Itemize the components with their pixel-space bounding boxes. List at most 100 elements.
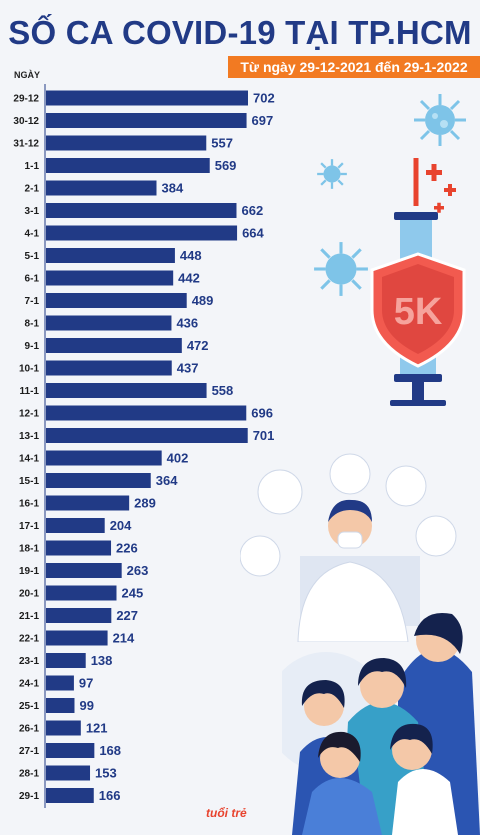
category-label: 29-12 <box>13 94 39 105</box>
category-label: 23-1 <box>19 656 39 667</box>
category-label: 18-1 <box>19 544 39 555</box>
category-label: 25-1 <box>19 701 39 712</box>
bar <box>46 203 237 218</box>
data-label: 364 <box>156 473 178 488</box>
data-label: 214 <box>113 631 135 646</box>
category-label: 2-1 <box>25 184 40 195</box>
data-label: 702 <box>253 91 275 106</box>
people-illustration <box>282 612 480 835</box>
category-label: 17-1 <box>19 521 39 532</box>
category-label: 5-1 <box>25 251 40 262</box>
bar <box>46 518 105 533</box>
category-label: 26-1 <box>19 724 39 735</box>
category-label: 10-1 <box>19 364 39 375</box>
data-label: 558 <box>212 383 234 398</box>
category-label: 24-1 <box>19 679 39 690</box>
data-label: 97 <box>79 676 93 691</box>
data-label: 168 <box>99 743 121 758</box>
bar <box>46 135 207 151</box>
category-label: 6-1 <box>25 274 40 285</box>
data-label: 384 <box>161 181 183 196</box>
bar <box>46 338 182 353</box>
category-label: 20-1 <box>19 589 39 600</box>
category-label: 19-1 <box>19 566 39 577</box>
bar <box>46 675 74 691</box>
data-label: 263 <box>127 563 149 578</box>
doctor-illustration <box>240 453 457 642</box>
bar <box>46 653 86 668</box>
category-label: 12-1 <box>19 409 39 420</box>
data-label: 696 <box>251 406 273 421</box>
data-label: 701 <box>253 428 275 443</box>
bar <box>46 113 247 128</box>
bar <box>46 248 175 263</box>
bar <box>46 158 210 173</box>
bar <box>46 585 117 601</box>
data-label: 204 <box>110 518 132 533</box>
category-label: 13-1 <box>19 431 39 442</box>
bar <box>46 225 238 241</box>
bar <box>46 473 151 488</box>
bar <box>46 698 75 713</box>
bar <box>46 315 172 331</box>
category-label: 21-1 <box>19 611 39 622</box>
category-label: 30-12 <box>13 116 39 127</box>
category-label: 3-1 <box>25 206 40 217</box>
category-label: 16-1 <box>19 499 39 510</box>
data-label: 402 <box>167 451 189 466</box>
data-label: 289 <box>134 496 156 511</box>
data-label: 442 <box>178 271 200 286</box>
bar <box>46 383 207 398</box>
category-label: 4-1 <box>25 229 40 240</box>
category-label: 28-1 <box>19 769 39 780</box>
bar <box>46 180 157 196</box>
page-title: SỐ CA COVID-19 TẠI TP.HCM <box>8 14 472 51</box>
bar <box>46 405 247 421</box>
data-label: 245 <box>121 586 143 601</box>
data-label: 226 <box>116 541 138 556</box>
bar <box>46 743 95 758</box>
data-label: 448 <box>180 248 202 263</box>
category-label: 7-1 <box>25 296 40 307</box>
category-label: 8-1 <box>25 319 40 330</box>
category-label: 27-1 <box>19 746 39 757</box>
data-label: 662 <box>241 203 263 218</box>
bar <box>46 563 122 578</box>
data-label: 99 <box>79 698 93 713</box>
data-label: 697 <box>252 113 274 128</box>
data-label: 121 <box>86 721 108 736</box>
svg-text:5K: 5K <box>394 291 443 333</box>
data-label: 227 <box>116 608 138 623</box>
data-label: 437 <box>177 361 199 376</box>
shield-5k-icon: 5K <box>370 252 466 406</box>
data-label: 557 <box>211 136 233 151</box>
newspaper-logo: tuổi trẻ <box>206 806 247 820</box>
data-label: 166 <box>99 788 121 803</box>
y-axis-label: NGÀY <box>14 70 41 80</box>
bar <box>46 765 91 781</box>
category-label: 1-1 <box>25 161 40 172</box>
bar <box>46 788 94 803</box>
bar <box>46 450 162 466</box>
category-label: 14-1 <box>19 454 39 465</box>
data-label: 436 <box>176 316 198 331</box>
data-label: 138 <box>91 653 113 668</box>
bar <box>46 360 172 376</box>
virus-icon <box>314 242 368 296</box>
bar <box>46 720 81 736</box>
category-label: 9-1 <box>25 341 40 352</box>
bar <box>46 608 112 623</box>
data-label: 472 <box>187 338 209 353</box>
category-label: 22-1 <box>19 634 39 645</box>
virus-icon <box>414 94 466 146</box>
data-label: 664 <box>242 226 264 241</box>
category-label: 15-1 <box>19 476 39 487</box>
bar <box>46 293 187 308</box>
bar <box>46 630 108 646</box>
bar <box>46 428 248 443</box>
category-label: 29-1 <box>19 791 39 802</box>
date-range-subtitle: Từ ngày 29-12-2021 đến 29-1-2022 <box>228 56 480 78</box>
bar <box>46 540 112 556</box>
bar <box>46 270 174 286</box>
